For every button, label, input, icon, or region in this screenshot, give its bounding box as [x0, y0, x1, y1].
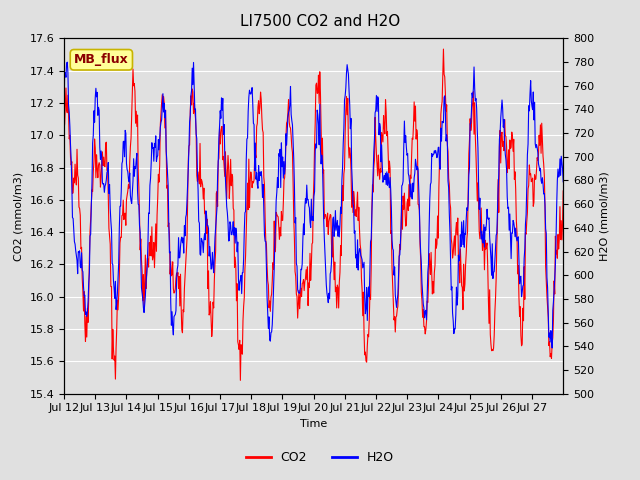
H2O — [211, 234, 219, 240]
H2O — [63, 60, 71, 65]
CO2 — [236, 347, 243, 352]
CO2 — [365, 317, 373, 323]
CO2 — [440, 46, 447, 52]
Legend: CO2, H2O: CO2, H2O — [241, 446, 399, 469]
H2O — [394, 297, 401, 302]
Y-axis label: CO2 (mmol/m3): CO2 (mmol/m3) — [14, 171, 24, 261]
CO2 — [559, 188, 567, 194]
CO2 — [394, 307, 401, 312]
H2O — [60, 108, 68, 114]
Line: H2O: H2O — [64, 62, 563, 348]
CO2 — [211, 276, 218, 282]
Line: CO2: CO2 — [64, 49, 563, 380]
Text: MB_flux: MB_flux — [74, 53, 129, 66]
H2O — [365, 294, 373, 300]
X-axis label: Time: Time — [300, 419, 327, 429]
H2O — [548, 345, 556, 351]
CO2 — [255, 98, 262, 104]
H2O — [120, 139, 127, 144]
CO2 — [60, 127, 68, 132]
H2O — [255, 163, 262, 168]
CO2 — [119, 212, 127, 218]
H2O — [559, 179, 567, 185]
CO2 — [237, 377, 244, 383]
Y-axis label: H2O (mmol/m3): H2O (mmol/m3) — [600, 171, 610, 261]
H2O — [236, 279, 244, 285]
Text: LI7500 CO2 and H2O: LI7500 CO2 and H2O — [240, 14, 400, 29]
